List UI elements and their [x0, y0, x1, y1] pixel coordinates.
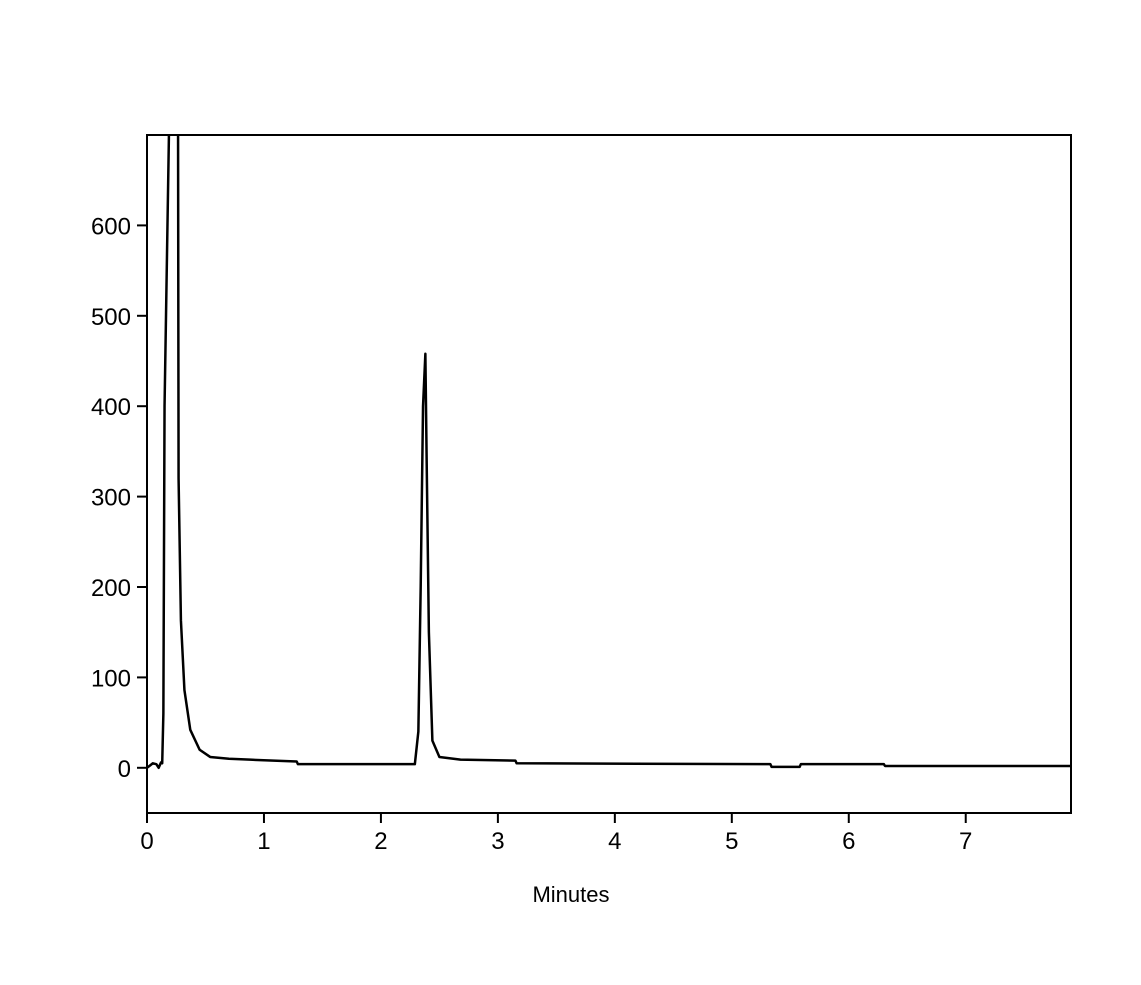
- x-tick-label: 0: [140, 828, 153, 855]
- line-series: [147, 135, 1071, 770]
- y-tick-label: 0: [118, 756, 131, 783]
- y-tick-label: 200: [91, 575, 131, 602]
- x-tick-label: 7: [959, 828, 972, 855]
- y-tick-label: 500: [91, 304, 131, 331]
- x-tick-label: 4: [608, 828, 621, 855]
- x-tick-label: 1: [257, 828, 270, 855]
- y-tick-label: 400: [91, 394, 131, 421]
- x-axis-label: Minutes: [532, 882, 609, 907]
- x-tick-label: 5: [725, 828, 738, 855]
- x-tick-label: 6: [842, 828, 855, 855]
- y-tick-label: 300: [91, 485, 131, 512]
- plot-frame: [146, 134, 1072, 814]
- y-tick-label: 600: [91, 213, 131, 240]
- y-tick-label: 100: [91, 665, 131, 692]
- x-tick-label: 2: [374, 828, 387, 855]
- x-tick-label: 3: [491, 828, 504, 855]
